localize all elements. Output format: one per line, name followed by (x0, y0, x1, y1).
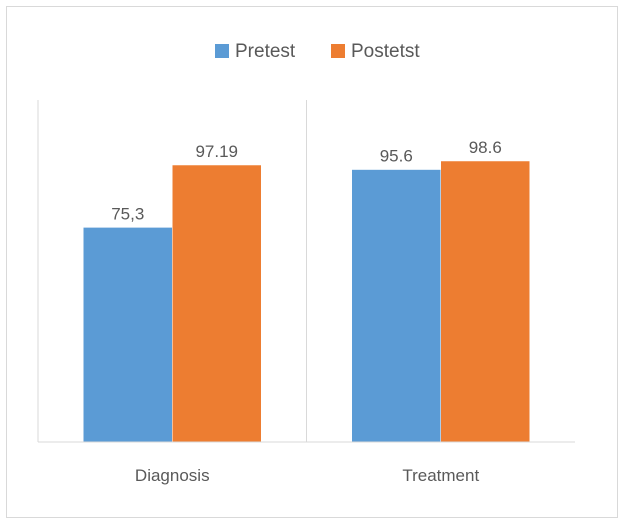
data-label-treatment-pretest: 95.6 (380, 147, 413, 166)
bar-treatment-postetst (440, 160, 530, 443)
legend-item-postetst-label: Postetst (351, 41, 420, 62)
data-label-diagnosis-postetst: 97.19 (195, 142, 238, 161)
x-tick-label-diagnosis: Diagnosis (135, 466, 210, 485)
legend-item-pretest-label: Pretest (235, 41, 296, 62)
legend-item-postetst-swatch (331, 44, 345, 58)
bar-diagnosis-pretest (83, 227, 173, 443)
data-label-diagnosis-pretest: 75,3 (111, 204, 144, 223)
bar-treatment-pretest (351, 169, 441, 443)
x-tick-label-treatment: Treatment (402, 466, 479, 485)
x-axis: Diagnosis Treatment (38, 441, 575, 485)
bar-diagnosis-postetst (172, 164, 262, 443)
category-separators (37, 100, 307, 442)
data-labels: 75,3 97.19 95.6 98.6 (111, 138, 502, 223)
legend: Pretest Postetst (215, 41, 420, 62)
data-label-treatment-postetst: 98.6 (469, 138, 502, 157)
legend-item-pretest-swatch (215, 44, 229, 58)
bars (83, 160, 530, 443)
